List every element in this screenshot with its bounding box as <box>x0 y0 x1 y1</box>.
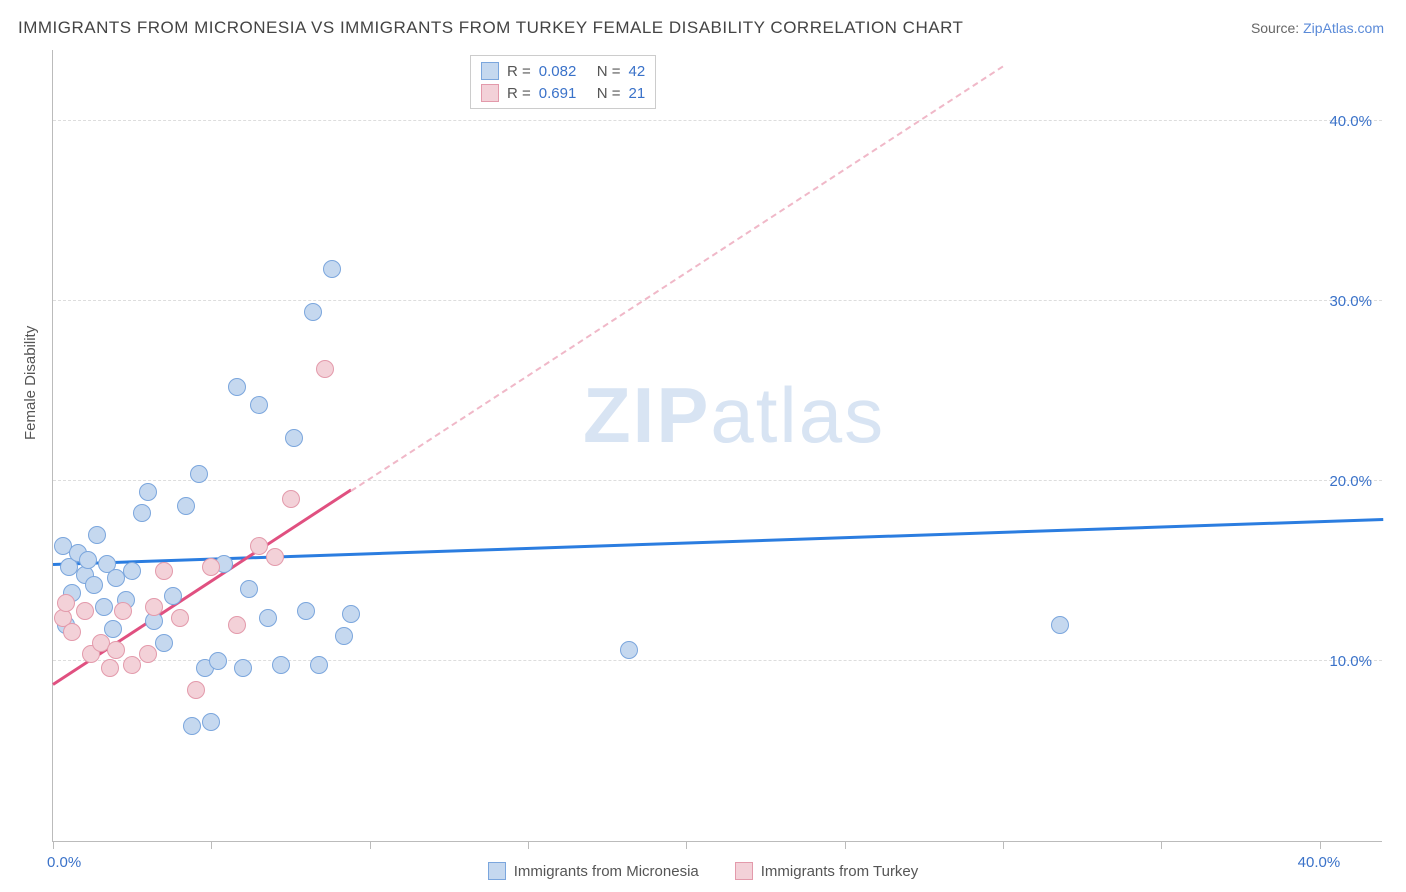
legend-row: R = 0.691 N = 21 <box>481 82 645 104</box>
x-tick <box>845 841 846 849</box>
scatter-point <box>57 594 75 612</box>
scatter-point <box>310 656 328 674</box>
y-tick-label: 30.0% <box>1329 293 1372 310</box>
y-axis-title: Female Disability <box>22 326 39 440</box>
x-tick <box>370 841 371 849</box>
scatter-point <box>88 526 106 544</box>
legend-n-label: N = <box>597 63 621 80</box>
legend-swatch <box>481 84 499 102</box>
scatter-point <box>155 562 173 580</box>
scatter-point <box>285 429 303 447</box>
legend-series-name: Immigrants from Turkey <box>761 863 919 880</box>
scatter-point <box>133 504 151 522</box>
scatter-point <box>139 645 157 663</box>
scatter-point <box>171 609 189 627</box>
source-label: Source: <box>1251 20 1299 36</box>
scatter-point <box>272 656 290 674</box>
x-tick <box>1003 841 1004 849</box>
scatter-point <box>123 562 141 580</box>
scatter-point <box>335 627 353 645</box>
y-tick-label: 20.0% <box>1329 473 1372 490</box>
legend-r-value: 0.691 <box>539 85 589 102</box>
legend-r-value: 0.082 <box>539 63 589 80</box>
regression-line-dashed <box>350 65 1003 491</box>
scatter-point <box>297 602 315 620</box>
gridline <box>53 120 1382 121</box>
y-tick-label: 40.0% <box>1329 113 1372 130</box>
legend-r-label: R = <box>507 85 531 102</box>
scatter-point <box>76 602 94 620</box>
scatter-point <box>123 656 141 674</box>
scatter-point <box>139 483 157 501</box>
gridline <box>53 300 1382 301</box>
legend-correlation: R = 0.082 N = 42 R = 0.691 N = 21 <box>470 55 656 109</box>
x-tick <box>211 841 212 849</box>
scatter-point <box>183 717 201 735</box>
scatter-point <box>187 681 205 699</box>
x-tick <box>1320 841 1321 849</box>
legend-swatch <box>488 862 506 880</box>
scatter-point <box>101 659 119 677</box>
legend-series-name: Immigrants from Micronesia <box>514 863 699 880</box>
scatter-point <box>145 598 163 616</box>
scatter-point <box>85 576 103 594</box>
scatter-point <box>177 497 195 515</box>
scatter-point <box>95 598 113 616</box>
scatter-point <box>304 303 322 321</box>
legend-row: R = 0.082 N = 42 <box>481 60 645 82</box>
watermark: ZIPatlas <box>583 370 885 461</box>
x-tick <box>528 841 529 849</box>
gridline <box>53 480 1382 481</box>
scatter-point <box>240 580 258 598</box>
legend-series-item: Immigrants from Micronesia <box>488 862 699 880</box>
scatter-point <box>259 609 277 627</box>
scatter-point <box>250 537 268 555</box>
scatter-point <box>1051 616 1069 634</box>
scatter-point <box>164 587 182 605</box>
scatter-point <box>316 360 334 378</box>
y-tick-label: 10.0% <box>1329 653 1372 670</box>
watermark-bold: ZIP <box>583 371 710 459</box>
legend-n-value: 21 <box>629 85 646 102</box>
scatter-point <box>63 623 81 641</box>
scatter-point <box>250 396 268 414</box>
legend-swatch <box>735 862 753 880</box>
scatter-point <box>155 634 173 652</box>
legend-r-label: R = <box>507 63 531 80</box>
legend-swatch <box>481 62 499 80</box>
scatter-point <box>202 713 220 731</box>
scatter-point <box>342 605 360 623</box>
x-tick <box>1161 841 1162 849</box>
scatter-point <box>228 378 246 396</box>
legend-n-value: 42 <box>629 63 646 80</box>
x-tick <box>53 841 54 849</box>
scatter-point <box>282 490 300 508</box>
gridline <box>53 660 1382 661</box>
scatter-point <box>202 558 220 576</box>
scatter-point <box>107 641 125 659</box>
x-tick <box>686 841 687 849</box>
scatter-point <box>79 551 97 569</box>
watermark-light: atlas <box>710 371 885 459</box>
scatter-point <box>234 659 252 677</box>
scatter-point <box>620 641 638 659</box>
scatter-point <box>266 548 284 566</box>
legend-n-label: N = <box>597 85 621 102</box>
scatter-point <box>323 260 341 278</box>
legend-series: Immigrants from Micronesia Immigrants fro… <box>0 862 1406 884</box>
scatter-point <box>228 616 246 634</box>
scatter-point <box>104 620 122 638</box>
source-attribution: Source: ZipAtlas.com <box>1251 20 1384 36</box>
scatter-point <box>209 652 227 670</box>
scatter-point <box>190 465 208 483</box>
legend-series-item: Immigrants from Turkey <box>735 862 919 880</box>
chart-title: IMMIGRANTS FROM MICRONESIA VS IMMIGRANTS… <box>18 18 963 38</box>
source-link[interactable]: ZipAtlas.com <box>1303 20 1384 36</box>
plot-area: ZIPatlas 10.0%20.0%30.0%40.0%0.0%40.0% <box>52 50 1382 842</box>
scatter-point <box>114 602 132 620</box>
